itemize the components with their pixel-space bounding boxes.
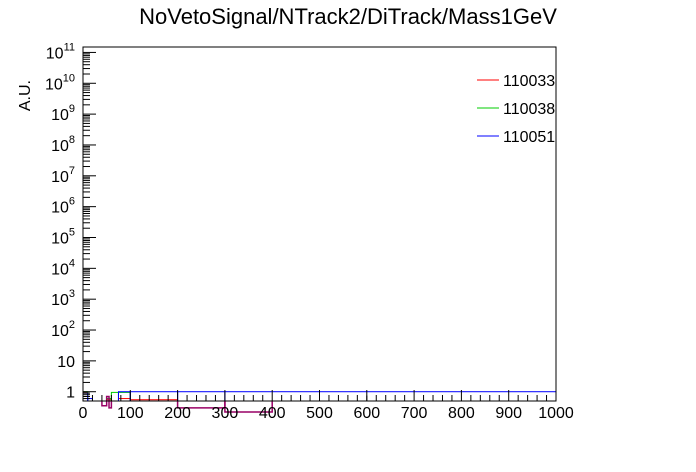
legend: 110033 110038 110051 (477, 73, 555, 146)
y-tick-label: 1 (66, 385, 75, 402)
y-tick-label: 106 (51, 196, 75, 217)
y-tick-label: 1010 (45, 72, 75, 93)
x-tick-label: 1000 (538, 405, 574, 422)
y-tick-label: 103 (51, 288, 75, 309)
x-tick-label: 700 (401, 405, 428, 422)
x-tick-label: 600 (353, 405, 380, 422)
y-tick-label: 102 (51, 319, 75, 340)
x-tick-label: 900 (495, 405, 522, 422)
y-tick-label: 107 (51, 165, 75, 186)
overlay-step (108, 401, 113, 409)
x-tick-label: 400 (259, 405, 286, 422)
chart-title: NoVetoSignal/NTrack2/DiTrack/Mass1GeV (139, 4, 557, 29)
axes-layer: 0 100 200 300 400 500 600 700 800 900 1000 1 10 102 10… (45, 41, 574, 422)
overlay-step (224, 401, 273, 413)
y-tick-label: 104 (51, 257, 75, 278)
overlay-step (101, 401, 108, 407)
x-tick-label: 100 (117, 405, 144, 422)
x-tick-label: 500 (306, 405, 333, 422)
legend-label-110051: 110051 (503, 129, 555, 146)
y-tick-label: 108 (51, 134, 75, 155)
y-tick-label: 10 (57, 354, 75, 371)
legend-label-110033: 110033 (503, 73, 555, 90)
bin-110051 (319, 391, 557, 402)
legend-label-110038: 110038 (503, 101, 555, 118)
x-tick-label: 300 (212, 405, 239, 422)
x-tick-label: 200 (164, 405, 191, 422)
y-tick-label: 109 (51, 103, 75, 124)
overlay-step (105, 395, 110, 401)
bin-110051 (177, 391, 226, 402)
plot-frame (82, 46, 557, 402)
bin-110051 (117, 391, 131, 402)
bin-110038 (117, 391, 131, 402)
y-tick-label: 105 (51, 226, 75, 247)
y-tick-label: 1011 (46, 41, 75, 62)
y-axis-label: A.U. (17, 80, 34, 111)
bin-110038 (110, 391, 119, 402)
x-tick-label: 800 (448, 405, 475, 422)
x-tick-label: 0 (79, 405, 88, 422)
